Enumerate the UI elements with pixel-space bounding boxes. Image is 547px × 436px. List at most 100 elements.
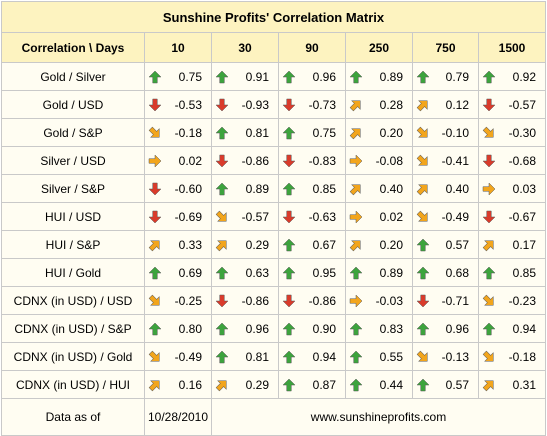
correlation-value: -0.57 [508, 97, 536, 112]
arrow-right-icon [148, 153, 162, 168]
correlation-cell: 0.79 [412, 62, 479, 91]
arrow-up-icon [215, 350, 229, 364]
correlation-cell: -0.13 [412, 342, 479, 371]
arrow-down-icon [215, 98, 229, 112]
correlation-cell: 0.31 [478, 370, 546, 399]
correlation-cell: -0.25 [144, 286, 212, 315]
correlation-cell: -0.68 [478, 146, 546, 175]
correlation-cell: 0.68 [412, 258, 479, 287]
arrow-down-icon [148, 98, 162, 112]
correlation-value: -0.13 [441, 349, 469, 364]
arrow-down-right-icon [482, 126, 496, 140]
arrow-up-right-icon [482, 378, 496, 392]
correlation-cell: 0.96 [278, 62, 346, 91]
correlation-cell: -0.63 [278, 202, 346, 231]
correlation-value: -0.73 [308, 97, 336, 112]
correlation-cell: -0.03 [345, 286, 413, 315]
arrow-up-icon [282, 350, 296, 364]
table-row: HUI / Gold 0.69 0.63 0.95 0.89 0.68 0.85 [1, 258, 546, 287]
correlation-value: 0.87 [312, 377, 336, 392]
arrow-up-right-icon [416, 182, 430, 196]
arrow-up-icon [482, 322, 496, 336]
correlation-value: -0.30 [508, 125, 536, 140]
correlation-cell: 0.29 [211, 230, 279, 259]
arrow-up-icon [282, 266, 296, 280]
correlation-value: -0.49 [174, 349, 202, 364]
correlation-cell: 0.81 [211, 342, 279, 371]
arrow-up-icon [215, 266, 229, 280]
correlation-cell: 0.12 [412, 90, 479, 119]
arrow-right-icon [482, 181, 496, 196]
table-row: CDNX (in USD) / Gold -0.49 0.81 0.94 0.55 -0.… [1, 342, 546, 371]
correlation-value: 0.44 [379, 377, 403, 392]
arrow-up-icon [349, 266, 363, 280]
correlation-cell: 0.20 [345, 118, 413, 147]
correlation-value: -0.71 [441, 293, 469, 308]
arrow-up-icon [416, 70, 430, 84]
correlation-cell: 0.02 [144, 146, 212, 175]
arrow-right-icon [349, 153, 363, 168]
arrow-up-right-icon [482, 238, 496, 252]
arrow-down-icon [282, 98, 296, 112]
correlation-cell: -0.60 [144, 174, 212, 203]
arrow-down-right-icon [148, 294, 162, 308]
correlation-cell: 0.91 [211, 62, 279, 91]
correlation-value: -0.86 [308, 293, 336, 308]
correlation-cell: -0.30 [478, 118, 546, 147]
website-link[interactable]: www.sunshineprofits.com [211, 398, 546, 436]
correlation-cell: 0.90 [278, 314, 346, 343]
arrow-right-icon [349, 293, 363, 308]
arrow-down-right-icon [148, 350, 162, 364]
correlation-value: -0.68 [508, 153, 536, 168]
correlation-value: -0.83 [308, 153, 336, 168]
column-header-30: 30 [211, 32, 279, 63]
correlation-value: -0.67 [508, 209, 536, 224]
correlation-cell: 0.29 [211, 370, 279, 399]
arrow-down-right-icon [215, 210, 229, 224]
correlation-value: 0.69 [178, 265, 202, 280]
correlation-value: 0.92 [512, 69, 536, 84]
correlation-value: 0.75 [312, 125, 336, 140]
arrow-right-icon [349, 209, 363, 224]
correlation-cell: -0.57 [211, 202, 279, 231]
arrow-up-right-icon [349, 126, 363, 140]
correlation-cell: 0.96 [211, 314, 279, 343]
correlation-value: 0.20 [379, 125, 403, 140]
column-header-90: 90 [278, 32, 346, 63]
arrow-up-icon [482, 70, 496, 84]
arrow-up-icon [416, 266, 430, 280]
correlation-cell: 0.94 [278, 342, 346, 371]
header-label: Correlation \ Days [1, 32, 145, 63]
correlation-value: 0.94 [512, 321, 536, 336]
arrow-up-icon [282, 378, 296, 392]
arrow-down-icon [482, 98, 496, 112]
correlation-cell: 0.55 [345, 342, 413, 371]
correlation-value: 0.02 [178, 153, 202, 168]
arrow-up-right-icon [416, 98, 430, 112]
correlation-cell: 0.02 [345, 202, 413, 231]
correlation-value: 0.40 [445, 181, 469, 196]
correlation-value: -0.18 [508, 349, 536, 364]
correlation-value: -0.49 [441, 209, 469, 224]
correlation-cell: 0.85 [278, 174, 346, 203]
correlation-cell: -0.23 [478, 286, 546, 315]
correlation-value: 0.20 [379, 237, 403, 252]
correlation-value: -0.41 [441, 153, 469, 168]
arrow-up-icon [416, 322, 430, 336]
table-row: CDNX (in USD) / S&P 0.80 0.96 0.90 0.83 0.96 0… [1, 314, 546, 343]
correlation-cell: 0.80 [144, 314, 212, 343]
correlation-value: 0.96 [245, 321, 269, 336]
correlation-value: 0.79 [445, 69, 469, 84]
correlation-value: -0.08 [375, 153, 403, 168]
arrow-up-right-icon [215, 378, 229, 392]
correlation-value: 0.85 [312, 181, 336, 196]
arrow-down-right-icon [416, 350, 430, 364]
row-label: HUI / S&P [1, 230, 145, 259]
arrow-down-right-icon [416, 126, 430, 140]
matrix-title: Sunshine Profits' Correlation Matrix [1, 1, 546, 33]
correlation-value: -0.57 [241, 209, 269, 224]
correlation-value: 0.57 [445, 377, 469, 392]
arrow-up-icon [215, 182, 229, 196]
row-label: CDNX (in USD) / HUI [1, 370, 145, 399]
